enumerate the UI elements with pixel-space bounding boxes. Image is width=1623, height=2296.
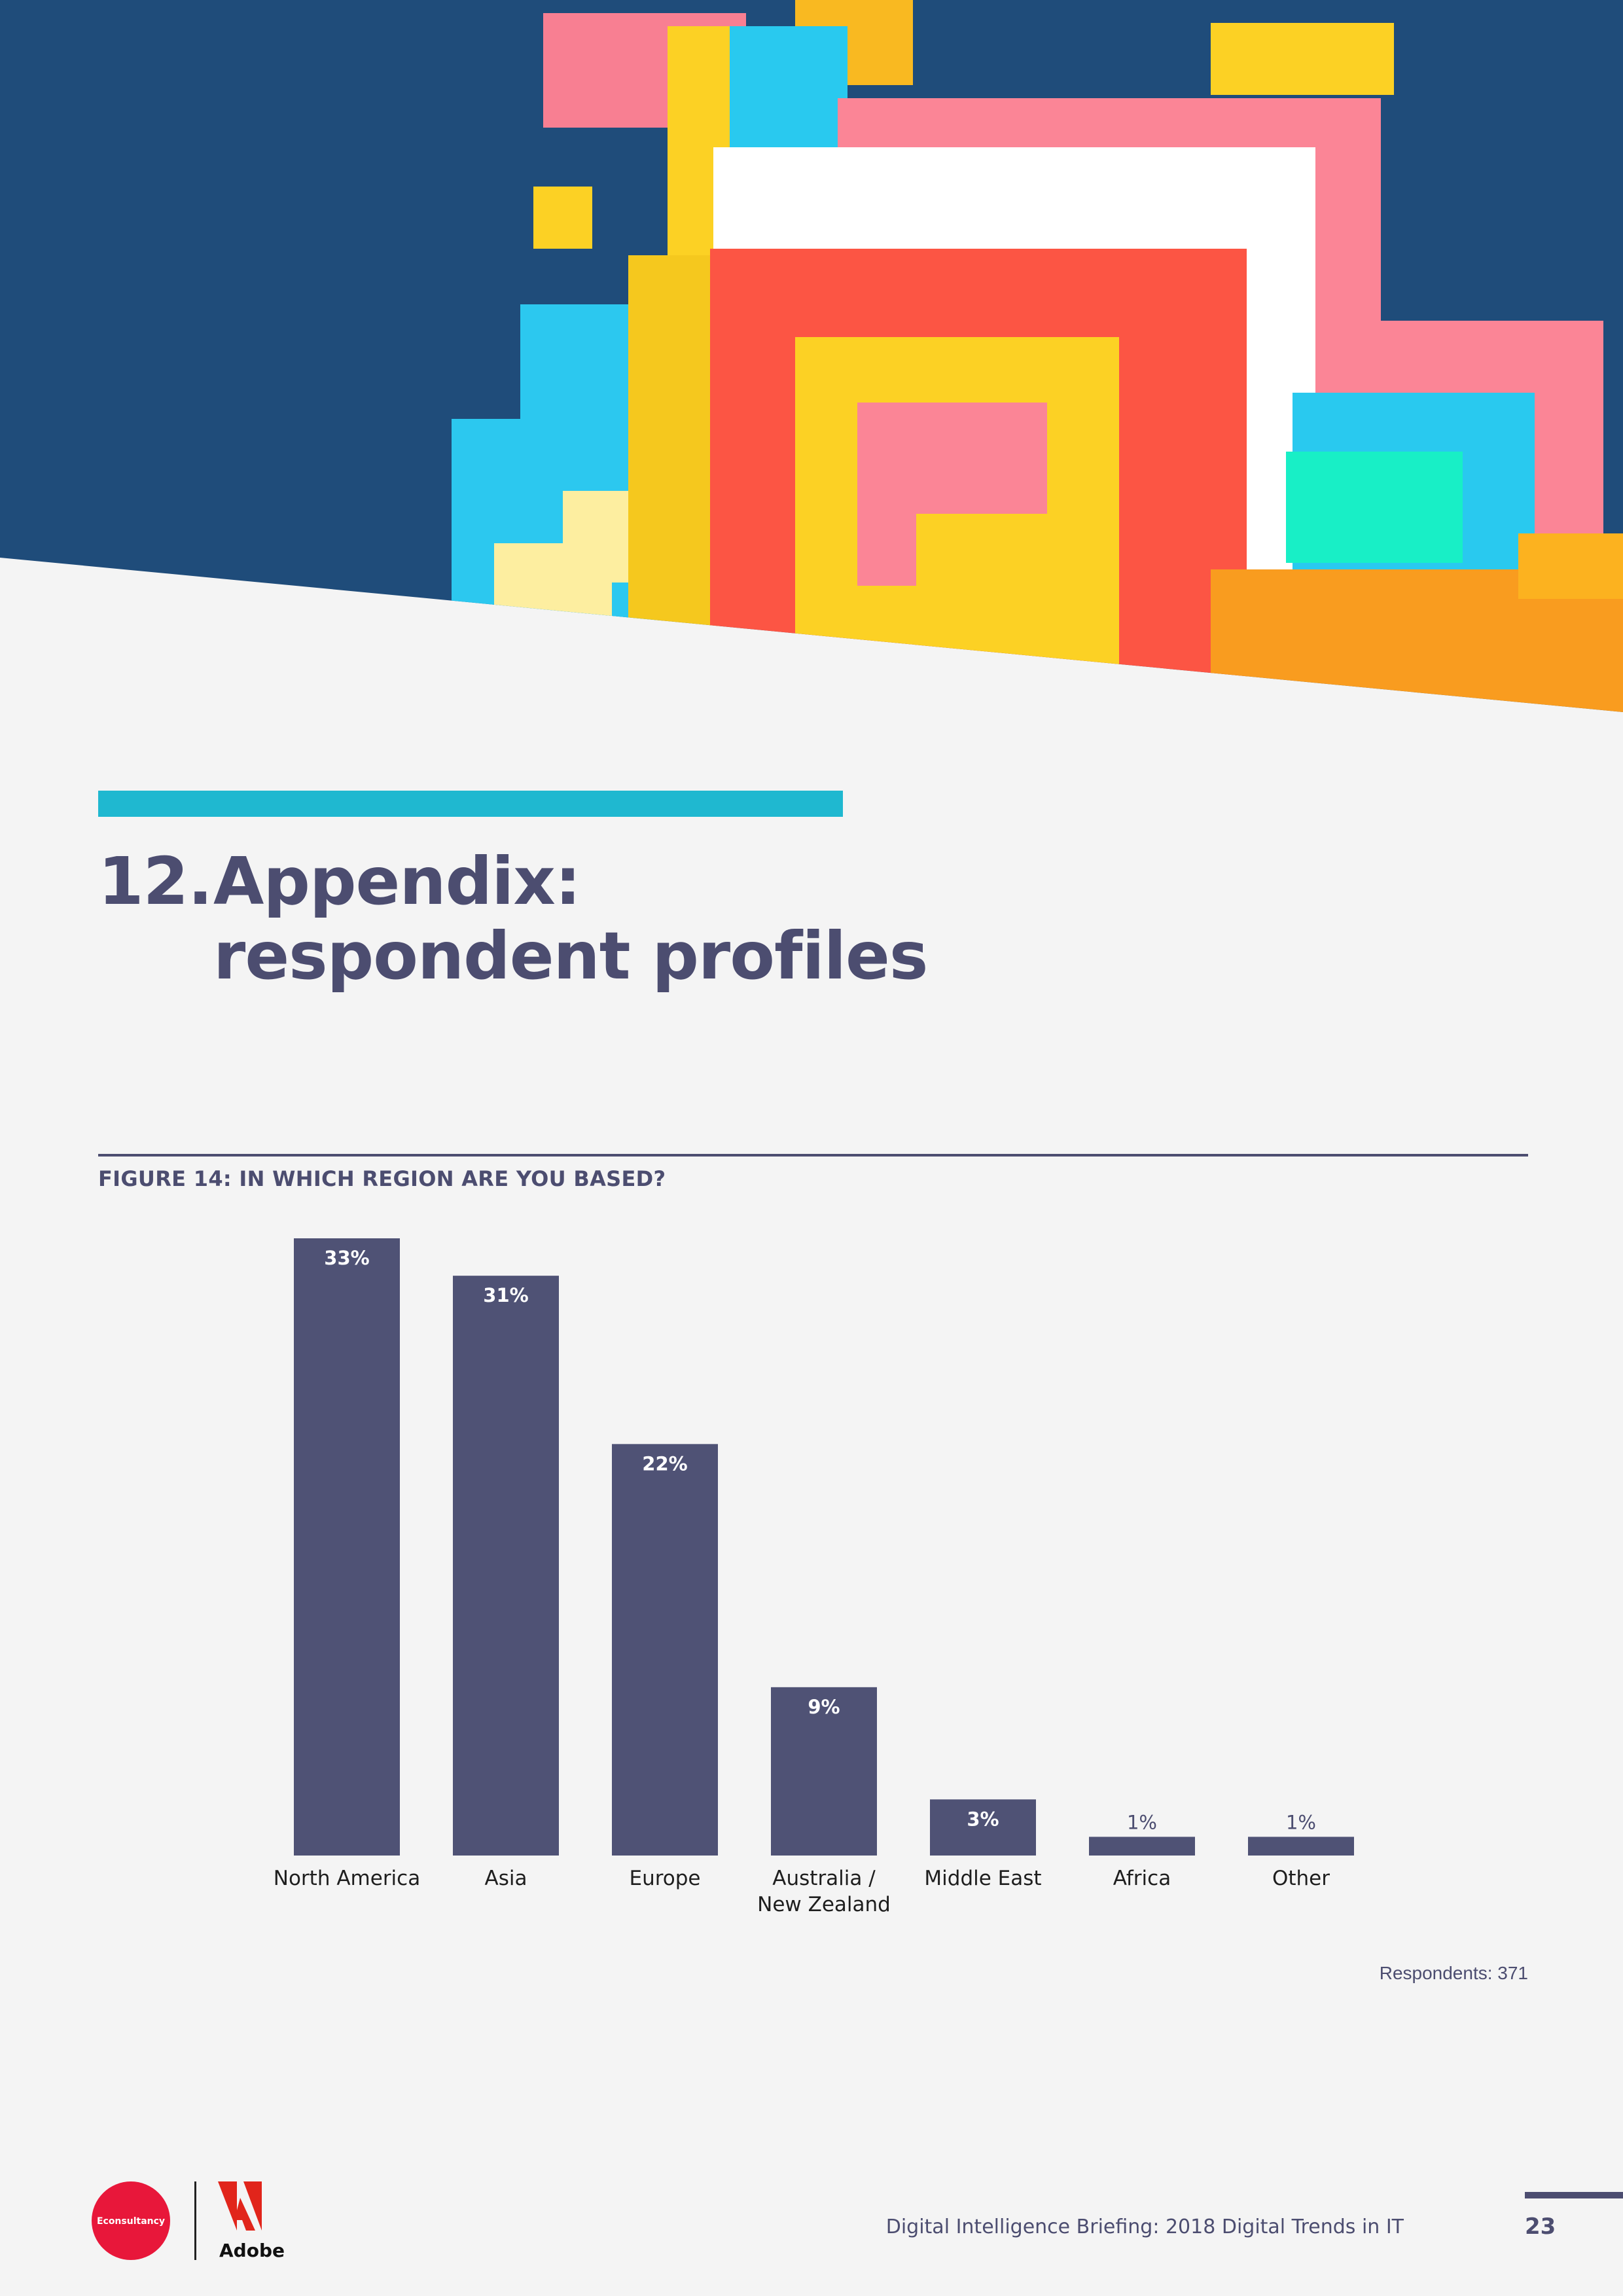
chart-bar [1248,1837,1354,1856]
figure-title: FIGURE 14: IN WHICH REGION ARE YOU BASED… [98,1166,666,1191]
chart-category-label: North America [274,1867,420,1890]
chart-category-label: Europe [629,1867,700,1890]
figure-divider [98,1154,1528,1157]
chart-category-label: Australia / New Zealand [757,1867,891,1916]
page-number-rule [1525,2192,1623,2198]
adobe-logo: Adobe [218,2181,285,2261]
chart-data-label: 3% [967,1808,999,1830]
chart-data-label: 33% [324,1247,369,1269]
chart-category-label: Middle East [924,1867,1041,1890]
chart-data-label: 1% [1127,1811,1157,1833]
section-number: 12. [98,843,213,920]
chart-category-label: Asia [485,1867,527,1890]
chart-bar [294,1238,400,1856]
section-title: 12.Appendix: respondent profiles [98,843,928,994]
chart-data-label: 22% [642,1452,687,1475]
econsultancy-logo: Econsultancy [92,2181,170,2260]
respondents-note: Respondents: 371 [1379,1963,1528,1983]
adobe-logo-text: Adobe [219,2240,285,2261]
chart-data-label: 31% [483,1284,528,1306]
chart-category-label: Africa [1113,1867,1171,1890]
chart-data-label: 9% [808,1696,840,1718]
hero-illustration [0,0,1623,712]
chart-bar [771,1687,877,1856]
chart-bar [1089,1837,1195,1856]
section-accent-bar [98,791,843,817]
chart-category-label: Other [1272,1867,1330,1890]
section-title-line1: Appendix: [213,843,581,920]
logo-divider [194,2181,196,2260]
chart-bar [453,1276,559,1856]
chart-bar [930,1799,1036,1856]
footer-logos: Econsultancy Adobe [92,2181,285,2261]
footer-publication-title: Digital Intelligence Briefing: 2018 Digi… [885,2215,1404,2238]
region-bar-chart: 33% North America 31% Asia 22% Europe 9% Austra… [274,1238,1354,1916]
page-number: 23 [1525,2214,1556,2240]
section-title-line2: respondent profiles [213,918,928,994]
chart-bar [612,1444,718,1856]
chart-data-label: 1% [1286,1811,1316,1833]
econsultancy-logo-text: Econsultancy [97,2216,165,2227]
